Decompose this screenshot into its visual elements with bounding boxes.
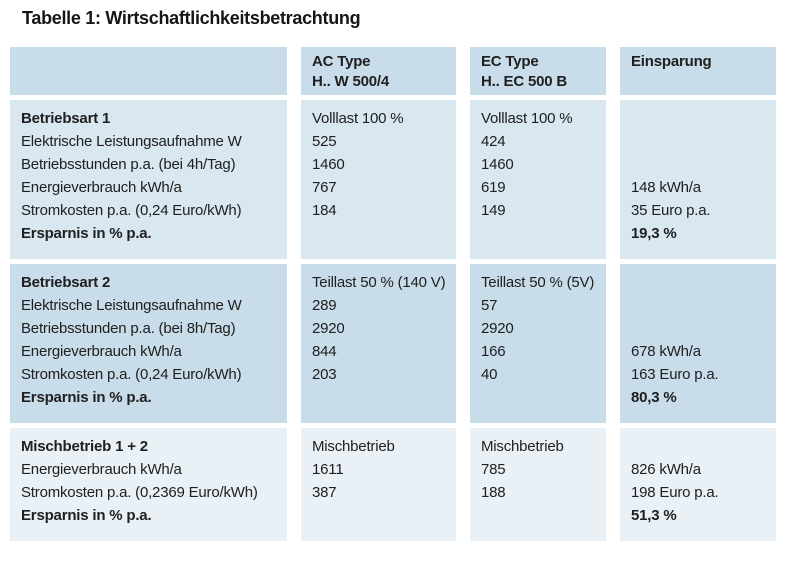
row-label: Energieverbrauch kWh/a	[21, 179, 182, 196]
ac-value: 844	[312, 343, 337, 360]
ec-value: 619	[481, 179, 506, 196]
saving-value	[631, 271, 772, 294]
row-label: Elektrische Leistungsaufnahme W	[21, 133, 242, 150]
ac-type-column: Teillast 50 % (140 V) 289 2920 844 203	[301, 264, 456, 423]
saving-value: 148 kWh/a	[631, 179, 701, 196]
row-label: Mischbetrieb 1 + 2	[21, 438, 148, 455]
header-ec-line2: H.. EC 500 B	[481, 73, 567, 90]
ec-value: 166	[481, 343, 506, 360]
saving-value: 163 Euro p.a.	[631, 366, 719, 383]
saving-value	[631, 294, 772, 317]
saving-value: 678 kWh/a	[631, 343, 701, 360]
header-ac-line2: H.. W 500/4	[312, 73, 389, 90]
page-title: Tabelle 1: Wirtschaftlichkeitsbetrachtun…	[22, 8, 361, 28]
saving-value	[631, 435, 772, 458]
ac-value: 1611	[312, 461, 344, 478]
labels-column: Betriebsart 2 Elektrische Leistungsaufnah…	[10, 264, 287, 423]
row-label: Betriebsart 1	[21, 110, 111, 127]
ac-value: 2920	[312, 320, 345, 337]
ec-type-column: Mischbetrieb 785 188	[470, 428, 606, 541]
ac-value	[312, 386, 452, 409]
ac-value: Mischbetrieb	[312, 438, 395, 455]
header-einsparung-label: Einsparung	[631, 53, 712, 70]
ac-value: 203	[312, 366, 337, 383]
ec-value	[481, 386, 602, 409]
economics-table: AC Type H.. W 500/4 EC Type H.. EC 500 B…	[10, 47, 776, 541]
row-label: Betriebsstunden p.a. (bei 8h/Tag)	[21, 320, 236, 337]
row-label: Stromkosten p.a. (0,2369 Euro/kWh)	[21, 484, 258, 501]
ec-value: 188	[481, 484, 506, 501]
labels-column: Mischbetrieb 1 + 2 Energieverbrauch kWh/a…	[10, 428, 287, 541]
row-label: Stromkosten p.a. (0,24 Euro/kWh)	[21, 202, 242, 219]
ec-value	[481, 222, 602, 245]
row-label: Elektrische Leistungsaufnahme W	[21, 297, 242, 314]
table-header-row: AC Type H.. W 500/4 EC Type H.. EC 500 B…	[10, 47, 776, 95]
ec-type-column: Volllast 100 % 424 1460 619 149	[470, 100, 606, 259]
ac-type-column: Volllast 100 % 525 1460 767 184	[301, 100, 456, 259]
ac-type-column: Mischbetrieb 1611 387	[301, 428, 456, 541]
header-cell-ec-type: EC Type H.. EC 500 B	[470, 47, 606, 95]
ec-value: Volllast 100 %	[481, 110, 573, 127]
ec-value: 40	[481, 366, 498, 383]
ac-value: Teillast 50 % (140 V)	[312, 274, 446, 291]
ec-value: 57	[481, 297, 498, 314]
row-label: Ersparnis in % p.a.	[21, 389, 152, 406]
ec-value: 149	[481, 202, 506, 219]
section-betriebsart-2: Betriebsart 2 Elektrische Leistungsaufnah…	[10, 264, 776, 423]
saving-value: 35 Euro p.a.	[631, 202, 711, 219]
row-label: Betriebsart 2	[21, 274, 111, 291]
row-label: Energieverbrauch kWh/a	[21, 461, 182, 478]
ec-value	[481, 504, 602, 527]
ac-value: 767	[312, 179, 337, 196]
ec-value: 424	[481, 133, 506, 150]
header-cell-empty	[10, 47, 287, 95]
einsparung-column: 148 kWh/a 35 Euro p.a. 19,3 %	[620, 100, 776, 259]
ac-value	[312, 504, 452, 527]
ec-value: 785	[481, 461, 506, 478]
ac-value	[312, 222, 452, 245]
header-ac-line1: AC Type	[312, 53, 371, 70]
saving-value: 19,3 %	[631, 225, 677, 242]
section-mischbetrieb-1-2: Mischbetrieb 1 + 2 Energieverbrauch kWh/a…	[10, 428, 776, 541]
ac-value: 1460	[312, 156, 345, 173]
ec-type-column: Teillast 50 % (5V) 57 2920 166 40	[470, 264, 606, 423]
ec-value: 1460	[481, 156, 514, 173]
ec-value: Mischbetrieb	[481, 438, 564, 455]
labels-column: Betriebsart 1 Elektrische Leistungsaufnah…	[10, 100, 287, 259]
saving-value: 826 kWh/a	[631, 461, 701, 478]
section-betriebsart-1: Betriebsart 1 Elektrische Leistungsaufnah…	[10, 100, 776, 259]
saving-value: 80,3 %	[631, 389, 677, 406]
row-label: Ersparnis in % p.a.	[21, 507, 152, 524]
ac-value: 387	[312, 484, 337, 501]
ac-value: 289	[312, 297, 337, 314]
saving-value	[631, 130, 772, 153]
saving-value: 198 Euro p.a.	[631, 484, 719, 501]
saving-value	[631, 107, 772, 130]
einsparung-column: 678 kWh/a 163 Euro p.a. 80,3 %	[620, 264, 776, 423]
row-label: Ersparnis in % p.a.	[21, 225, 152, 242]
ac-value: 184	[312, 202, 337, 219]
row-label: Betriebsstunden p.a. (bei 4h/Tag)	[21, 156, 236, 173]
ec-value: Teillast 50 % (5V)	[481, 274, 595, 291]
ec-value: 2920	[481, 320, 514, 337]
ac-value: Volllast 100 %	[312, 110, 404, 127]
header-ec-line1: EC Type	[481, 53, 539, 70]
header-cell-einsparung: Einsparung	[620, 47, 776, 95]
row-label: Stromkosten p.a. (0,24 Euro/kWh)	[21, 366, 242, 383]
saving-value	[631, 317, 772, 340]
ac-value: 525	[312, 133, 337, 150]
saving-value: 51,3 %	[631, 507, 677, 524]
saving-value	[631, 153, 772, 176]
einsparung-column: 826 kWh/a 198 Euro p.a. 51,3 %	[620, 428, 776, 541]
row-label: Energieverbrauch kWh/a	[21, 343, 182, 360]
header-cell-ac-type: AC Type H.. W 500/4	[301, 47, 456, 95]
